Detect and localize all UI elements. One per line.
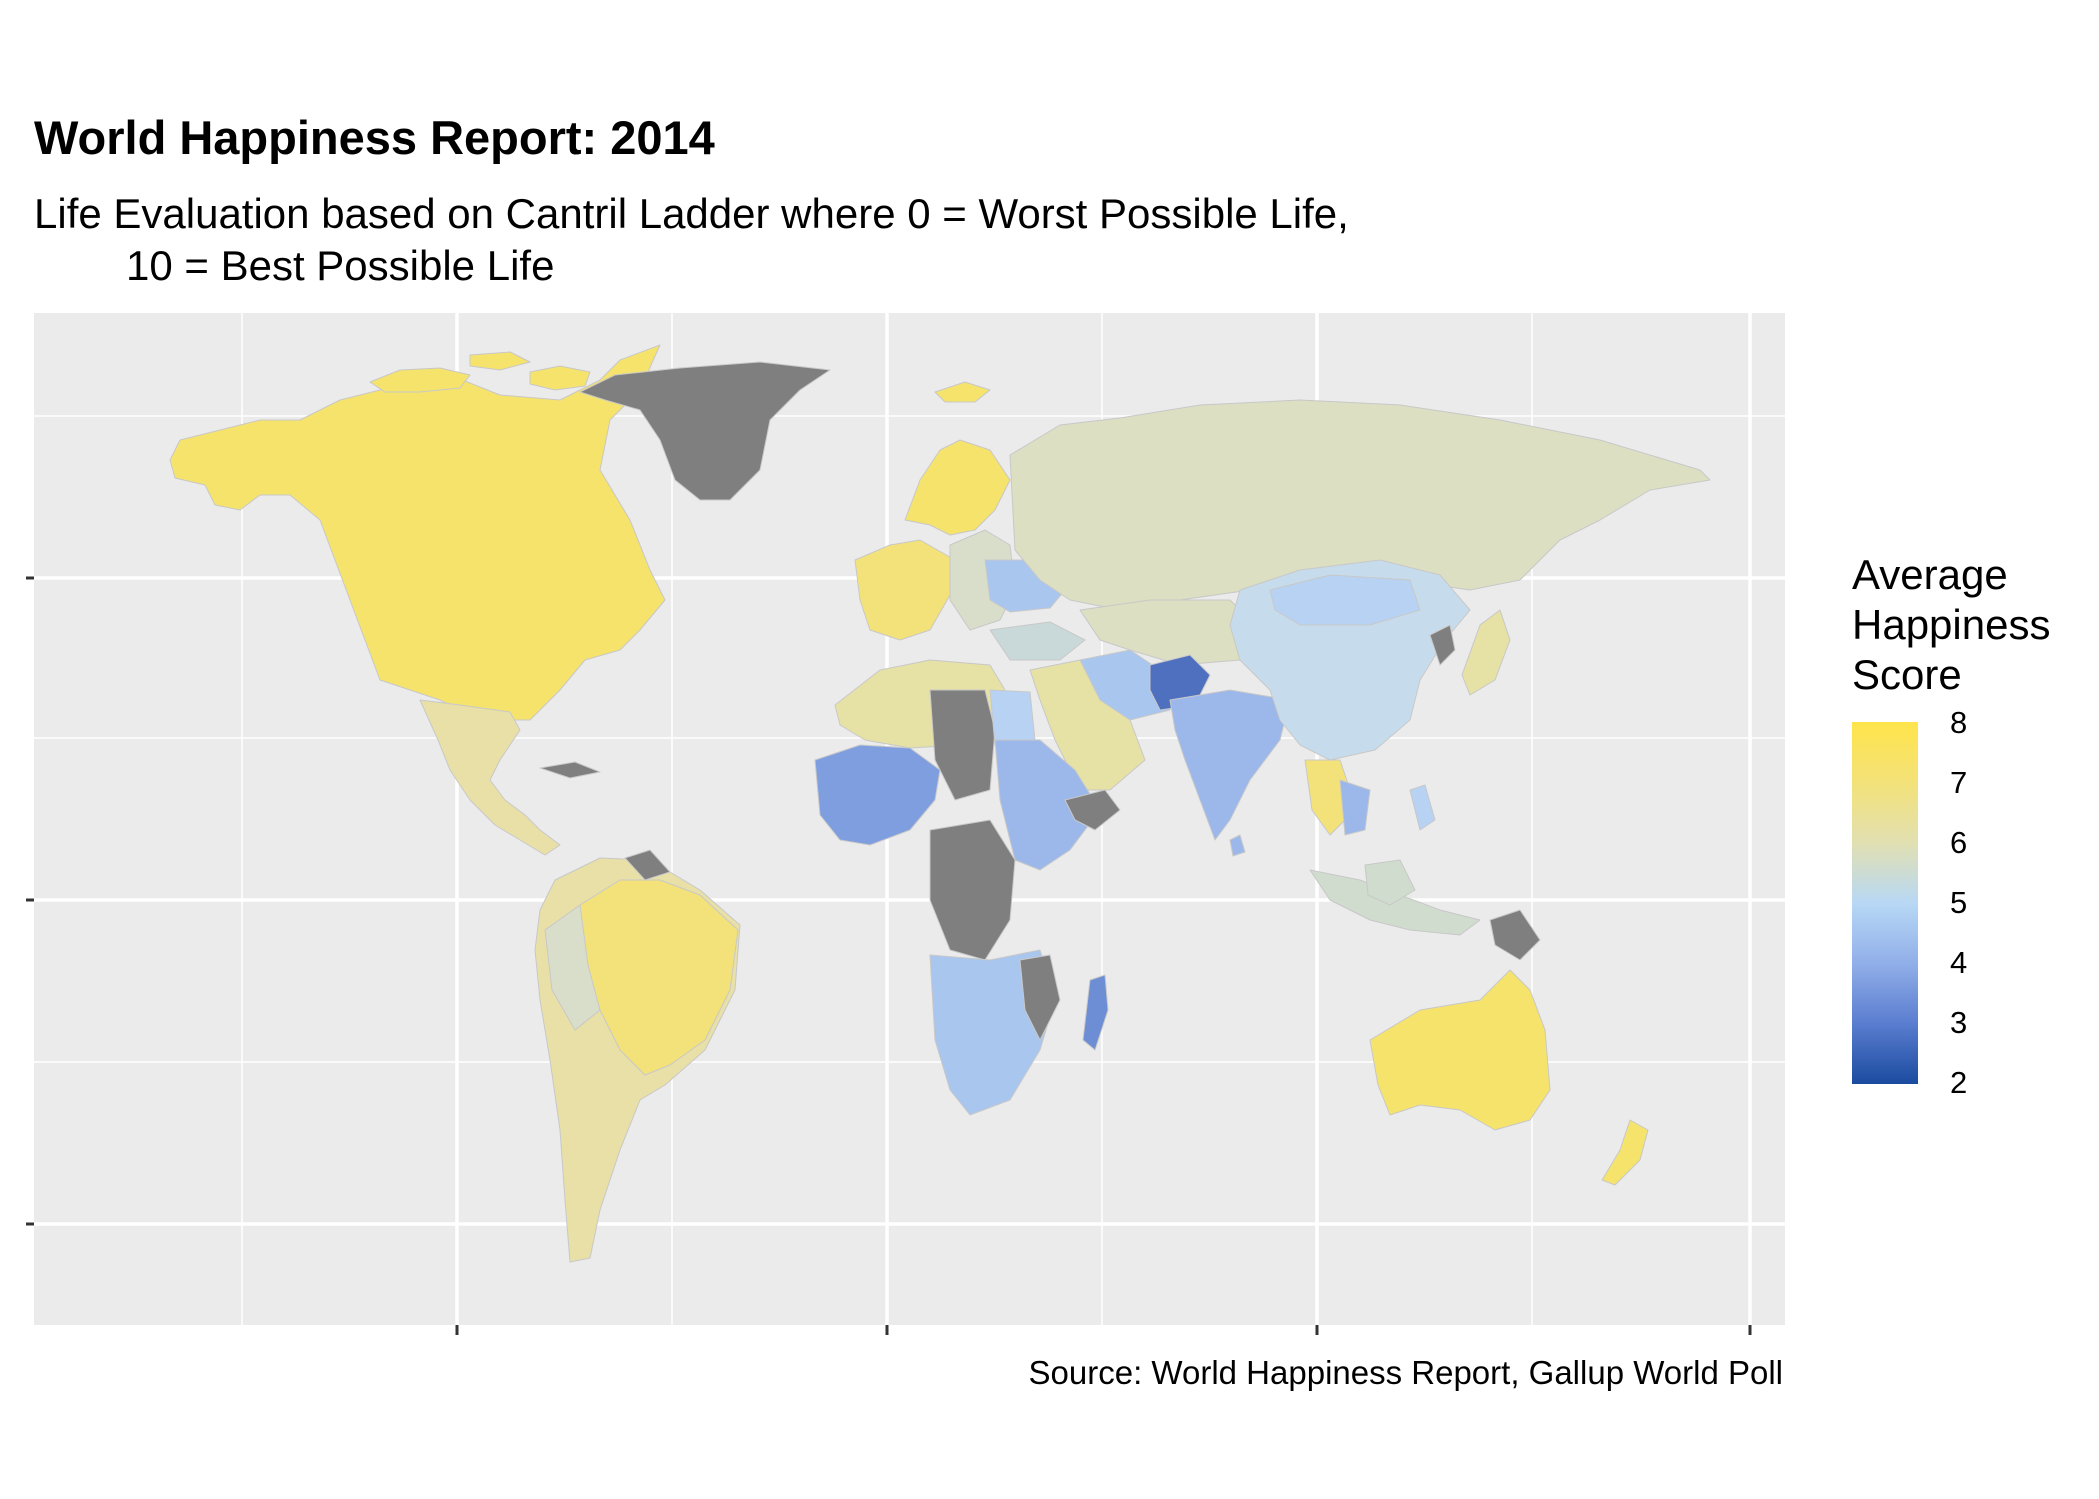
indochina (1339, 779, 1371, 836)
western-europe (854, 539, 956, 641)
new-zealand (1601, 1119, 1649, 1186)
legend-label-3: 3 (1950, 1005, 1968, 1040)
legend-label-2: 2 (1950, 1065, 1968, 1100)
west-africa (814, 744, 941, 846)
arctic-islands (369, 351, 591, 393)
legend-title-line-3: Score (1852, 651, 1962, 698)
legend-label-7: 7 (1950, 765, 1968, 800)
greenland (579, 361, 831, 501)
guyana-suriname (624, 849, 671, 881)
central-africa (929, 819, 1016, 961)
map-subtitle: Life Evaluation based on Cantril Ladder … (34, 188, 1349, 292)
subtitle-line-1: Life Evaluation based on Cantril Ladder … (34, 190, 1349, 237)
cuba-caribbean (539, 761, 601, 779)
australia (1369, 969, 1551, 1131)
map-title: World Happiness Report: 2014 (34, 111, 715, 164)
libya-chad (929, 689, 996, 801)
legend-title-line-2: Happiness (1852, 601, 2051, 648)
iceland (934, 381, 991, 403)
korea (1429, 624, 1456, 666)
sri-lanka (1229, 834, 1246, 857)
legend-title: Average Happiness Score (1852, 550, 2050, 700)
papua-new-guinea (1489, 909, 1541, 961)
scandinavia (904, 439, 1011, 536)
legend-title-line-1: Average (1852, 551, 2008, 598)
iran (1079, 649, 1171, 721)
legend-label-8: 8 (1950, 705, 1968, 740)
east-africa (994, 739, 1101, 871)
source-caption: Source: World Happiness Report, Gallup W… (1028, 1354, 1783, 1391)
axis-ticks (26, 576, 1752, 1335)
legend-color-bar (1852, 722, 1918, 1084)
madagascar (1082, 974, 1109, 1051)
legend-label-6: 6 (1950, 825, 1968, 860)
turkey-caucasus (989, 621, 1086, 661)
south-asia (1169, 689, 1291, 841)
egypt (989, 689, 1036, 746)
legend-label-4: 4 (1950, 945, 1968, 980)
mongolia (1269, 574, 1421, 626)
japan (1461, 609, 1511, 696)
mozambique-zimbabwe (1019, 954, 1061, 1041)
mexico-central-america (419, 699, 561, 856)
subtitle-line-2: 10 = Best Possible Life (126, 242, 555, 289)
borneo (1364, 859, 1416, 906)
bolivia-peru (544, 904, 601, 1031)
horn-of-africa (1064, 789, 1121, 831)
country-shapes (169, 344, 1711, 1263)
philippines (1409, 784, 1436, 831)
legend-label-5: 5 (1950, 885, 1968, 920)
